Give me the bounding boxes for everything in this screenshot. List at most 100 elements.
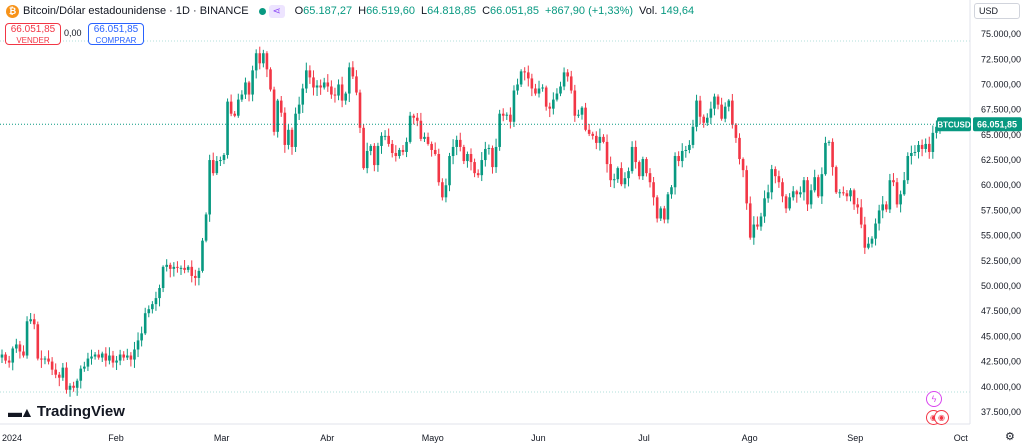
candle [29,313,32,324]
candle [22,345,25,358]
y-tick-label: 37.500,00 [981,407,1021,417]
candle-body [462,146,466,162]
candle-body [501,113,505,116]
candle [555,88,559,102]
candle-body [344,93,347,101]
sell-button[interactable]: 66.051,85 VENDER [5,23,61,45]
candle [756,216,759,230]
candle [194,269,197,286]
candle-body [849,190,852,197]
x-tick-label: Feb [108,433,124,443]
candle-body [559,86,562,94]
candle-body [881,204,885,211]
candle [290,127,294,155]
candle-body [756,224,759,227]
candle-body [408,115,412,142]
candle-body [75,380,79,388]
candle [25,316,29,359]
candle-body [340,84,344,101]
candle-body [609,164,612,181]
candle [469,148,473,171]
candle-body [824,142,827,175]
candle [877,204,881,231]
gear-icon[interactable]: ⚙ [1005,431,1015,443]
candle-body [842,192,845,194]
candle [659,206,663,222]
candle [201,237,204,273]
candle-body [365,150,369,169]
candle [61,362,65,381]
candle-body [108,355,111,361]
candle-body [852,190,856,205]
buy-button[interactable]: 66.051,85 COMPRAR [88,23,144,45]
candle-body [172,266,176,269]
candle [455,135,458,156]
y-tick-label: 65.000,00 [981,130,1021,140]
candle-body [573,90,577,116]
price-tag: 66.051,85 [977,119,1017,129]
candle [895,177,899,208]
candle [491,145,494,174]
symbol-title[interactable]: Bitcoin/Dólar estadounidense · 1D · BINA… [23,5,249,17]
candle-body [577,114,580,116]
candle [559,81,562,97]
candle-body [158,288,161,299]
candle-body [530,78,534,89]
candle-body [197,270,201,278]
bolt-icon[interactable]: ϟ [926,391,942,407]
candle [602,134,605,144]
currency-selector[interactable]: USD [974,3,1020,19]
candle-body [215,161,219,174]
candle-body [777,176,781,183]
x-tick-label: Mayo [422,433,444,443]
candle-body [820,174,824,197]
candle [258,46,262,70]
candle [727,99,731,112]
candle [458,132,462,152]
candle-body [390,143,394,153]
candle [383,130,387,141]
candle [272,86,276,136]
candle [634,140,637,169]
candle [523,67,527,81]
candle [917,140,920,159]
candle [143,307,147,336]
candle [530,73,534,97]
candle-body [333,94,337,96]
candle-body [562,72,566,87]
candle [408,111,412,144]
candle [355,70,358,96]
share-icon[interactable]: ⋖ [268,4,285,18]
x-tick-label: Jul [638,433,650,443]
candle-body [512,90,516,122]
candle-body [494,146,498,168]
candle [305,62,308,93]
candle-body [136,340,140,350]
candle [340,76,344,108]
candle-body [673,156,677,188]
candle-body [100,353,104,358]
candle-body [809,190,813,205]
candle-body [480,160,484,176]
candle-body [763,198,766,217]
candle-body [90,356,93,359]
candle [197,267,201,286]
candle-body [4,354,7,361]
candle [344,91,347,105]
candle-body [247,82,251,95]
candle-body [677,156,680,162]
candle-body [476,173,480,176]
candle-body [401,149,405,152]
y-tick-label: 52.500,00 [981,256,1021,266]
candle-body [43,358,47,360]
candle [18,340,22,359]
candle-body [799,192,802,195]
candle-body [0,354,4,358]
flag-icon[interactable]: ◉ [934,410,949,425]
candle-body [734,124,738,138]
candle-body [451,146,455,157]
candle [562,67,566,91]
candle-body [369,145,373,151]
candle-body [648,173,652,183]
